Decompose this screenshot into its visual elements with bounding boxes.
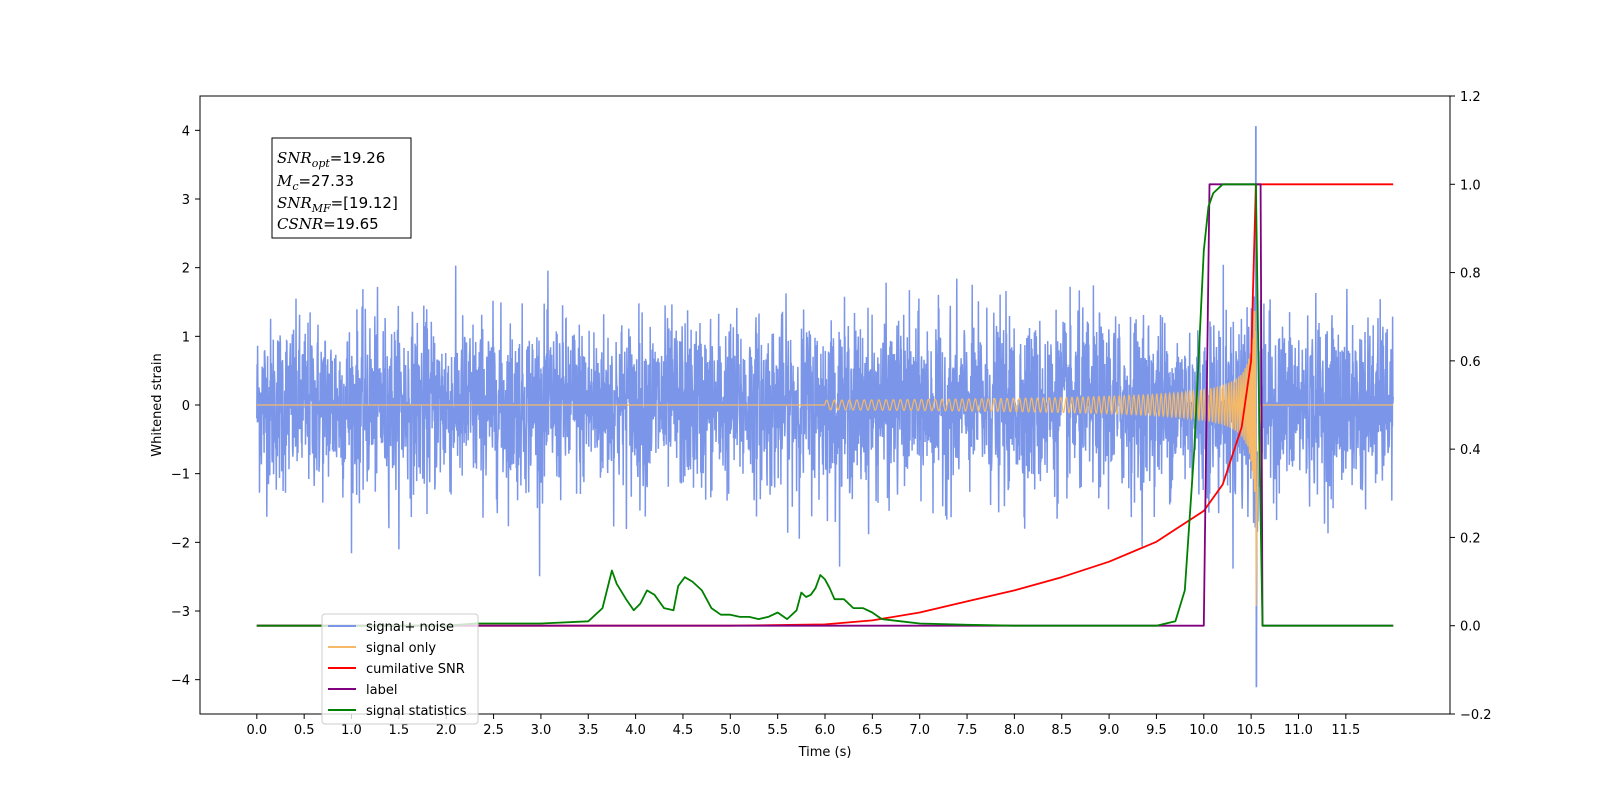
x-axis-label: Time (s)	[798, 745, 852, 760]
y2-tick-label: 1.2	[1460, 90, 1481, 105]
y-tick-label: 0	[182, 399, 190, 414]
x-tick-label: 11.0	[1284, 723, 1313, 738]
series-layer	[256, 126, 1394, 688]
y-tick-label: 2	[182, 262, 190, 277]
x-tick-label: 9.0	[1099, 723, 1120, 738]
y2-tick-label: 0.4	[1460, 443, 1481, 458]
series-cumilative-snr	[256, 183, 1394, 627]
csnr-value: =19.65	[323, 215, 379, 233]
y2-tick-label: 1.0	[1460, 178, 1481, 193]
annotation-snr-mf: SNRMF=[19.12]	[277, 194, 398, 215]
x-tick-label: 0.0	[246, 723, 267, 738]
x-tick-label: 7.5	[957, 723, 978, 738]
y-tick-label: −1	[171, 468, 190, 483]
x-tick-label: 4.5	[673, 723, 694, 738]
x-tick-label: 10.0	[1189, 723, 1218, 738]
snr-mf-symbol: SNR	[277, 194, 312, 212]
csnr-symbol: CSNR	[277, 215, 323, 233]
legend-label: signal+ noise	[366, 620, 454, 635]
legend-label: cumilative SNR	[366, 662, 465, 677]
x-tick-label: 11.5	[1331, 723, 1360, 738]
x-tick-label: 2.5	[483, 723, 504, 738]
snr-opt-value: =19.26	[330, 149, 386, 167]
legend: signal+ noise signal only cumilative SNR la…	[321, 613, 479, 725]
x-tick-label: 8.5	[1051, 723, 1072, 738]
annotation-csnr: CSNR=19.65	[277, 215, 379, 233]
x-tick-label: 5.0	[720, 723, 741, 738]
x-tick-label: 10.5	[1237, 723, 1266, 738]
series-signal-only	[256, 310, 1394, 606]
series-signal-statistics	[256, 183, 1394, 627]
snr-mf-value: =[19.12]	[331, 194, 398, 212]
legend-items: signal+ noise signal only cumilative SNR la…	[328, 620, 467, 719]
snr-opt-subscript: opt	[312, 157, 331, 170]
x-tick-label: 1.0	[341, 723, 362, 738]
legend-label: signal statistics	[366, 704, 467, 719]
mc-symbol: M	[276, 172, 293, 190]
x-tick-label: 8.0	[1004, 723, 1025, 738]
annotation-frame	[271, 137, 412, 239]
y-tick-label: 1	[182, 330, 190, 345]
y-axis-label: Whitened strain	[150, 353, 165, 456]
x-tick-label: 5.5	[767, 723, 788, 738]
y2-tick-label: −0.2	[1460, 708, 1492, 723]
x-tick-label: 7.0	[909, 723, 930, 738]
y2-tick-label: 0.2	[1460, 531, 1481, 546]
annotation-snr-opt: SNRopt=19.26	[277, 149, 385, 170]
x-tick-label: 2.0	[436, 723, 457, 738]
x-tick-label: 3.0	[531, 723, 552, 738]
mc-value: =27.33	[299, 172, 355, 190]
legend-label: label	[366, 683, 397, 698]
x-tick-label: 6.5	[862, 723, 883, 738]
y-tick-label: −4	[171, 674, 190, 689]
x-tick-label: 3.5	[578, 723, 599, 738]
snr-opt-symbol: SNR	[277, 149, 312, 167]
x-tick-label: 6.0	[815, 723, 836, 738]
legend-frame	[321, 613, 479, 725]
y2-tick-label: 0.8	[1460, 267, 1481, 282]
snr-mf-subscript: MF	[311, 202, 331, 215]
x-tick-label: 1.5	[389, 723, 410, 738]
x-axis-ticks: 0.0 0.5 1.0 1.5 2.0 2.5 3.0 3.5 4.0 4.5 5.0 5.5 6.0 6…	[246, 714, 1360, 738]
y-tick-label: 4	[182, 124, 190, 139]
x-tick-label: 0.5	[294, 723, 315, 738]
legend-label: signal only	[366, 641, 436, 656]
y2-axis-ticks: 1.2 1.0 0.8 0.6 0.4 0.2 0.0 −0.2	[1450, 90, 1492, 723]
mc-subscript: c	[292, 180, 298, 193]
y2-tick-label: 0.0	[1460, 620, 1481, 635]
y2-tick-label: 0.6	[1460, 355, 1481, 370]
y-axis-ticks: 4 3 2 1 0 −1 −2 −3 −4	[171, 124, 200, 689]
y-tick-label: −2	[171, 536, 190, 551]
x-tick-label: 4.0	[625, 723, 646, 738]
x-tick-label: 9.5	[1146, 723, 1167, 738]
y-tick-label: 3	[182, 193, 190, 208]
y-tick-label: −3	[171, 605, 190, 620]
annotation-mc: Mc=27.33	[276, 172, 354, 193]
snr-annotation-box: SNRopt=19.26 Mc=27.33 SNRMF=[19.12] CSNR…	[271, 137, 412, 239]
